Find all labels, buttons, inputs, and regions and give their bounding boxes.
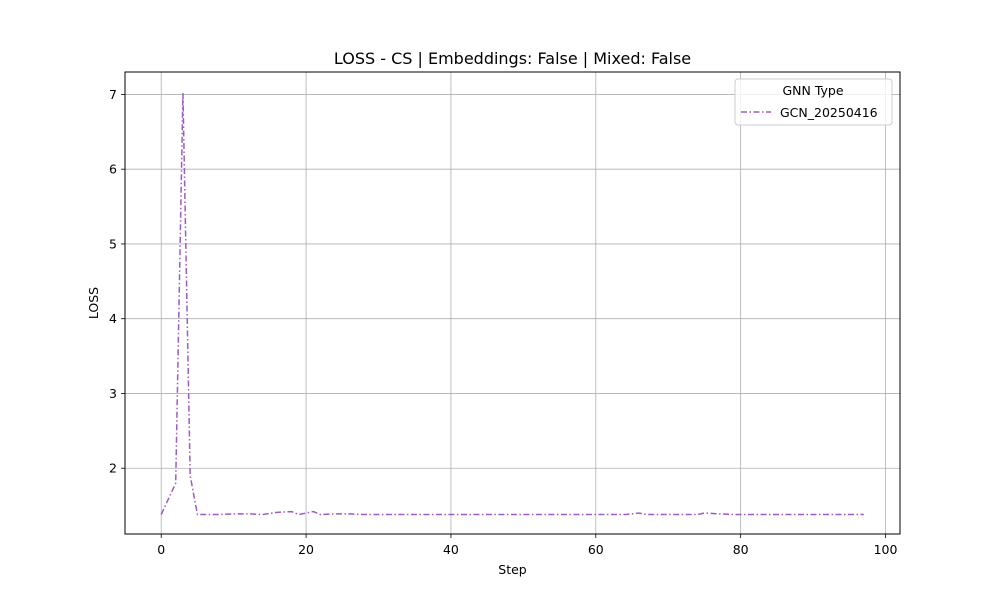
y-axis-ticks: 2 3 4 5 6 7: [109, 87, 125, 476]
x-tick-label: 40: [443, 542, 459, 557]
series-layer: [160, 92, 864, 516]
legend: GNN Type GCN_20250416: [734, 78, 893, 126]
x-axis-ticks: 0 20 40 60 80 100: [157, 534, 897, 557]
x-tick-label: 80: [733, 542, 749, 557]
y-tick-label: 3: [109, 386, 117, 401]
y-tick-label: 2: [109, 461, 117, 476]
series-line: [160, 92, 864, 516]
y-tick-label: 4: [109, 311, 117, 326]
legend-box: [734, 78, 893, 126]
grid-lines: [125, 72, 900, 534]
x-tick-label: 60: [588, 542, 604, 557]
x-tick-label: 20: [298, 542, 314, 557]
y-tick-label: 5: [109, 236, 117, 251]
x-tick-label: 0: [157, 542, 165, 557]
legend-series-label: GCN_20250416: [780, 105, 878, 120]
y-axis-label: LOSS: [86, 287, 101, 319]
chart-title: LOSS - CS | Embeddings: False | Mixed: F…: [334, 49, 691, 68]
y-tick-label: 6: [109, 162, 117, 177]
y-tick-label: 7: [109, 87, 117, 102]
x-axis-label: Step: [498, 562, 527, 577]
legend-title: GNN Type: [782, 83, 843, 98]
plot-area-frame: [124, 71, 901, 535]
x-tick-label: 100: [874, 542, 898, 557]
